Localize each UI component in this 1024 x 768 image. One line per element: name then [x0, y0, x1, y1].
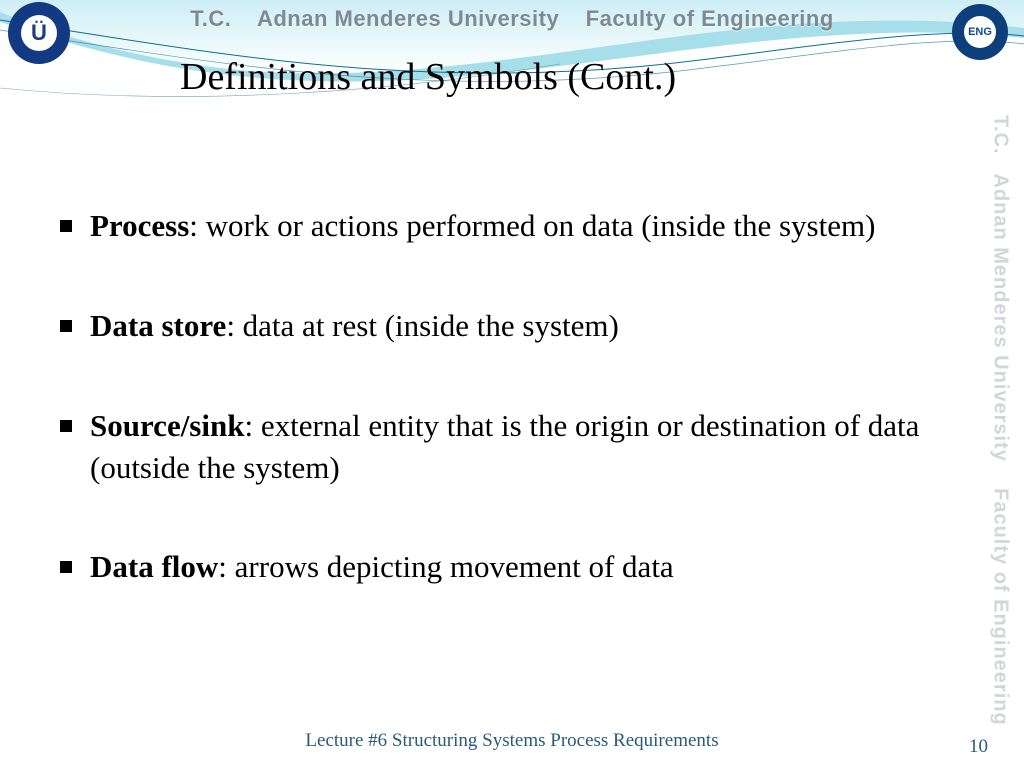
bullet-term: Data store [90, 308, 226, 343]
bullet-marker-icon [60, 220, 72, 232]
slide-body: Process: work or actions performed on da… [60, 205, 940, 646]
bullet-item: Source/sink: external entity that is the… [60, 405, 940, 489]
bullet-term: Process [90, 208, 189, 243]
bullet-definition: : work or actions performed on data (ins… [189, 208, 875, 243]
header-institution-text: T.C. Adnan Menderes University Faculty o… [0, 6, 1024, 32]
bullet-item: Process: work or actions performed on da… [60, 205, 940, 247]
bullet-text: Source/sink: external entity that is the… [90, 405, 940, 489]
side-watermark-text: T.C. Adnan Menderes University Faculty o… [980, 120, 1020, 720]
page-number: 10 [969, 736, 988, 758]
bullet-item: Data flow: arrows depicting movement of … [60, 546, 940, 588]
bullet-marker-icon [60, 420, 72, 432]
bullet-marker-icon [60, 320, 72, 332]
slide-title: Definitions and Symbols (Cont.) [180, 55, 676, 99]
bullet-text: Process: work or actions performed on da… [90, 205, 940, 247]
bullet-item: Data store: data at rest (inside the sys… [60, 305, 940, 347]
bullet-definition: : data at rest (inside the system) [226, 308, 619, 343]
bullet-term: Source/sink [90, 408, 244, 443]
bullet-definition: : arrows depicting movement of data [218, 549, 673, 584]
slide-footer: Lecture #6 Structuring Systems Process R… [0, 730, 1024, 758]
bullet-text: Data flow: arrows depicting movement of … [90, 546, 940, 588]
bullet-text: Data store: data at rest (inside the sys… [90, 305, 940, 347]
bullet-marker-icon [60, 561, 72, 573]
bullet-term: Data flow [90, 549, 218, 584]
footer-lecture-text: Lecture #6 Structuring Systems Process R… [0, 730, 1024, 752]
